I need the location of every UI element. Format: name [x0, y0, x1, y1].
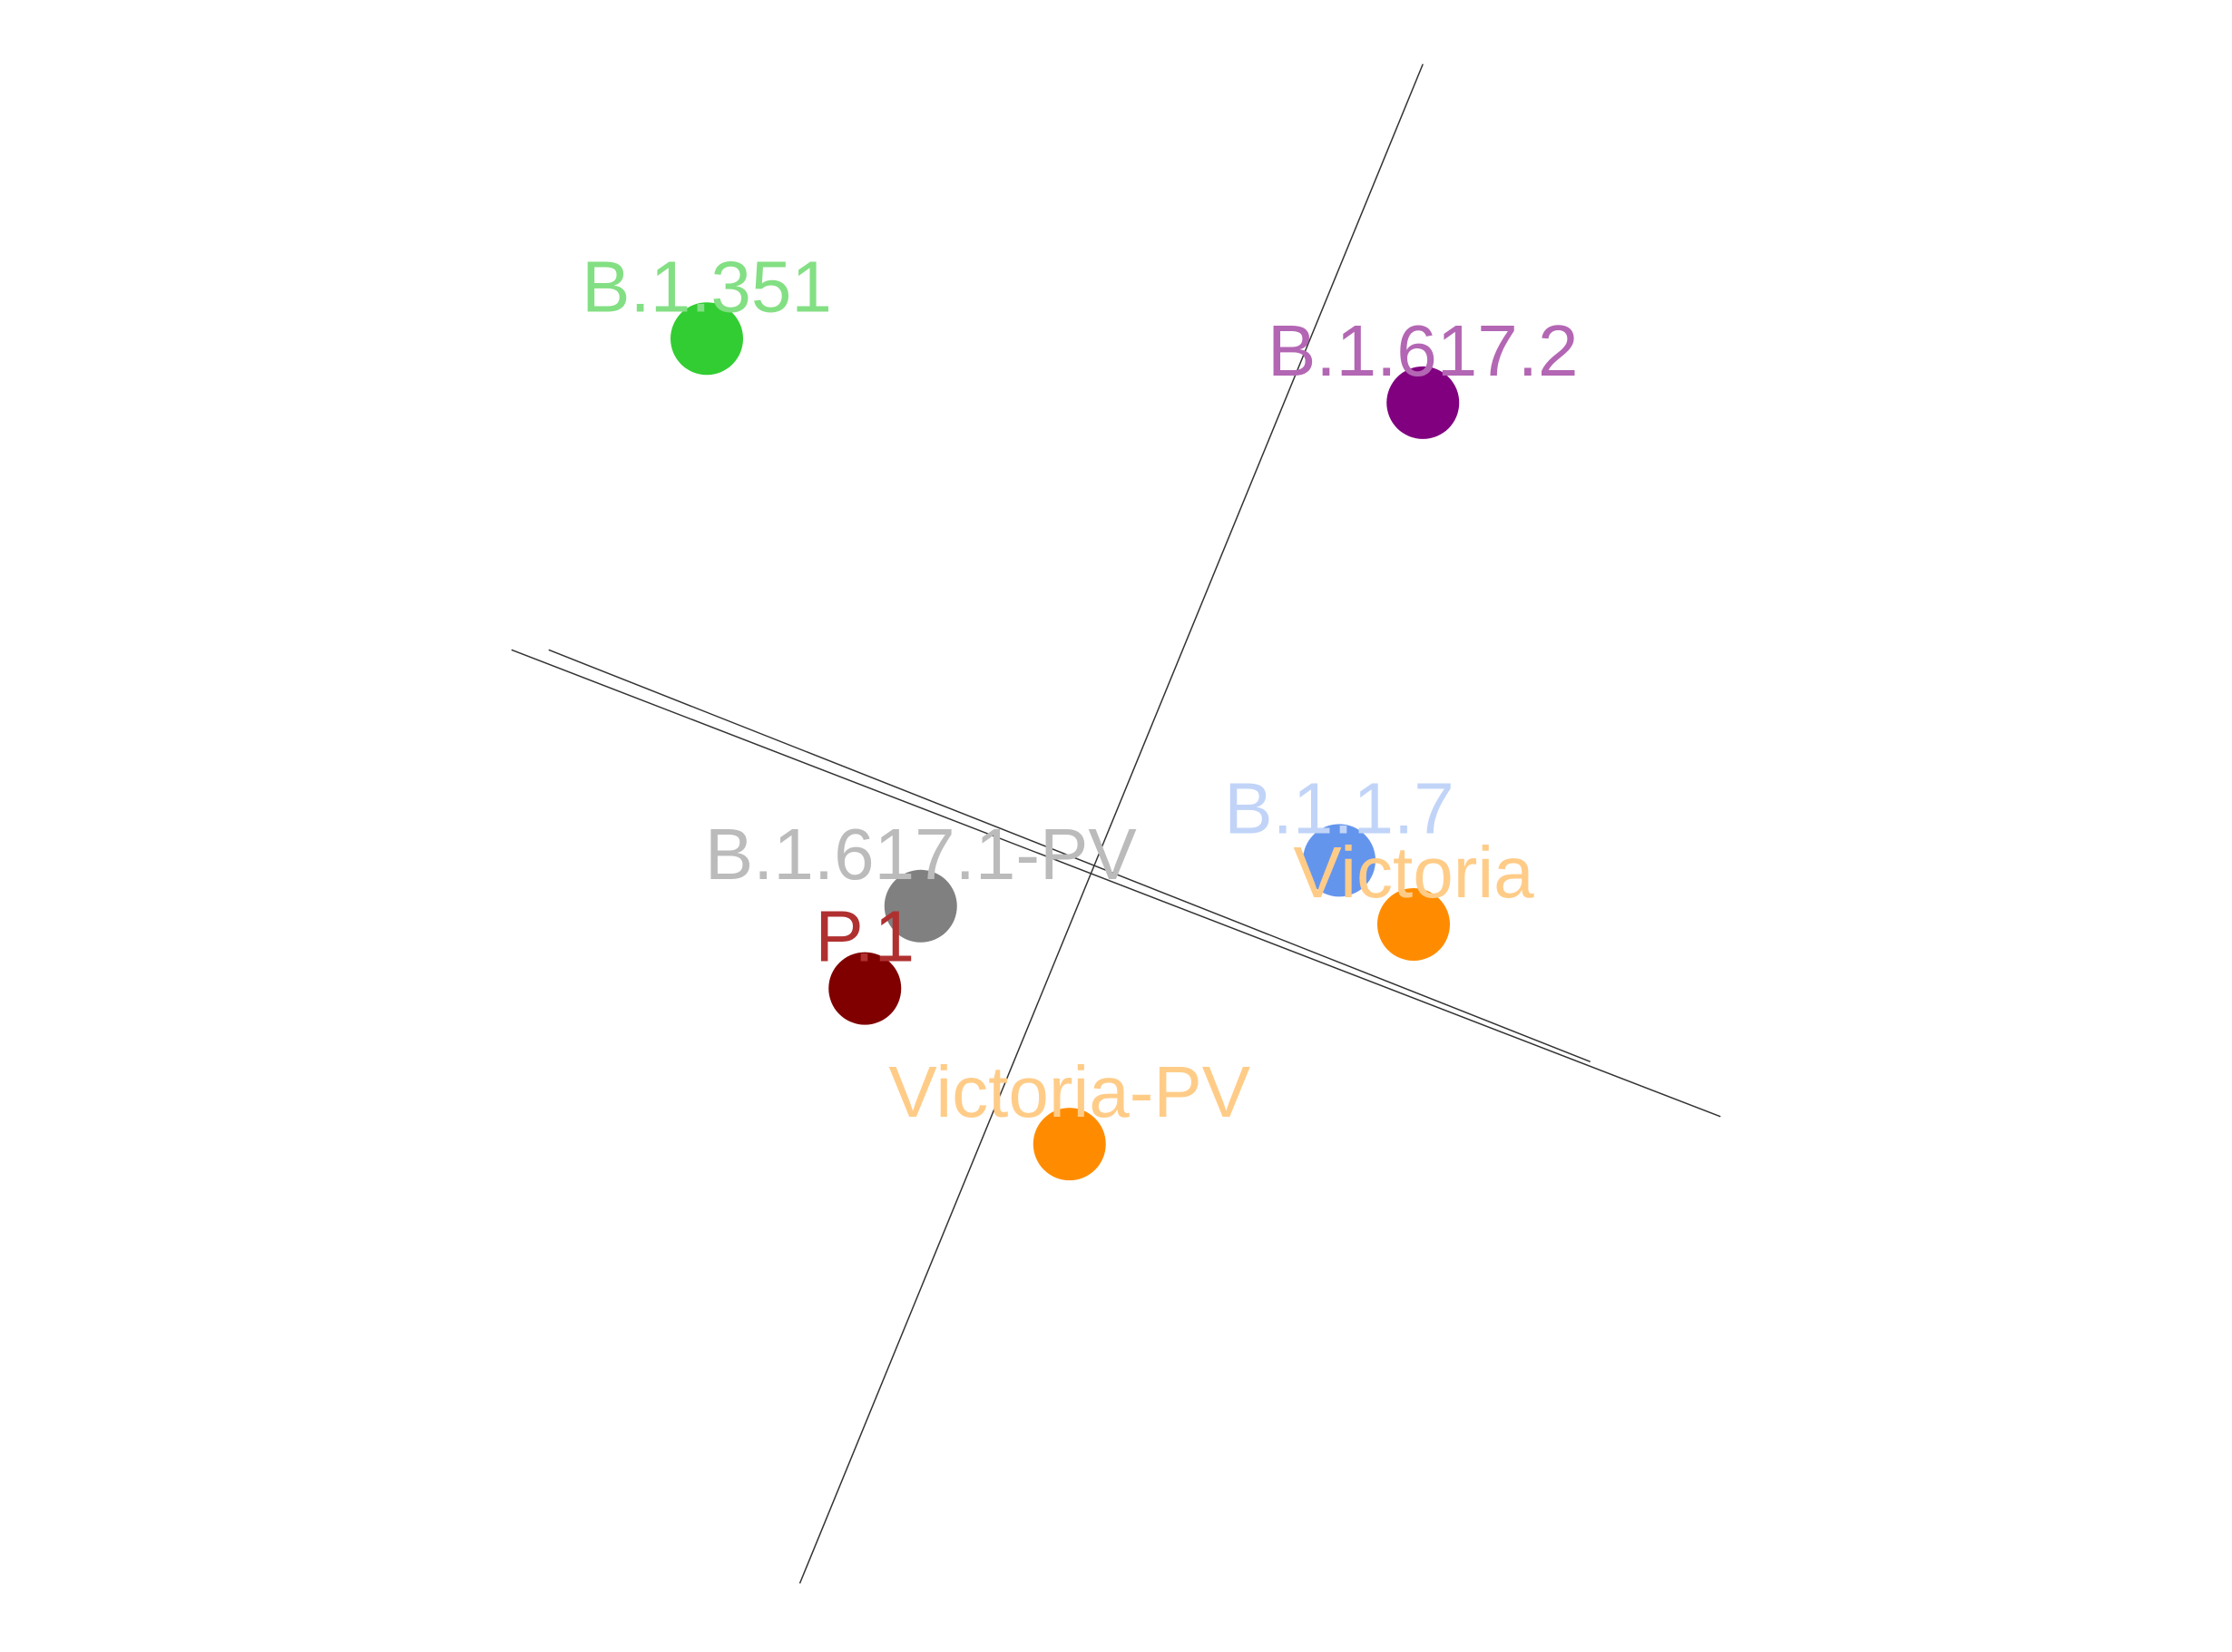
- point-b-1-351: [671, 302, 743, 376]
- label-b-1-617-2: B.1.617.2: [1268, 310, 1579, 391]
- point-victoria: [1377, 887, 1450, 961]
- label-victoria-pv: Victoria-PV: [888, 1051, 1250, 1132]
- point-victoria-pv: [1033, 1108, 1106, 1181]
- axis-1-line: [511, 649, 1721, 1118]
- label-p-1: P.1: [815, 896, 915, 977]
- label-b-1-617-1-pv: B.1.617.1-PV: [705, 814, 1138, 894]
- point-b-1-617-2: [1386, 366, 1460, 439]
- axis-2-line: [548, 649, 1591, 1063]
- axis-3-line: [798, 64, 1424, 1584]
- axis-lines: [511, 64, 1721, 1584]
- point-b-1-617-1-pv: [884, 869, 957, 943]
- label-victoria: Victoria: [1293, 832, 1534, 913]
- data-points: [671, 302, 1460, 1181]
- label-b-1-351: B.1.351: [582, 246, 832, 327]
- point-b-1-1-7: [1303, 824, 1375, 897]
- label-b-1-1-7: B.1.1.7: [1224, 767, 1454, 848]
- point-p-1: [828, 952, 902, 1025]
